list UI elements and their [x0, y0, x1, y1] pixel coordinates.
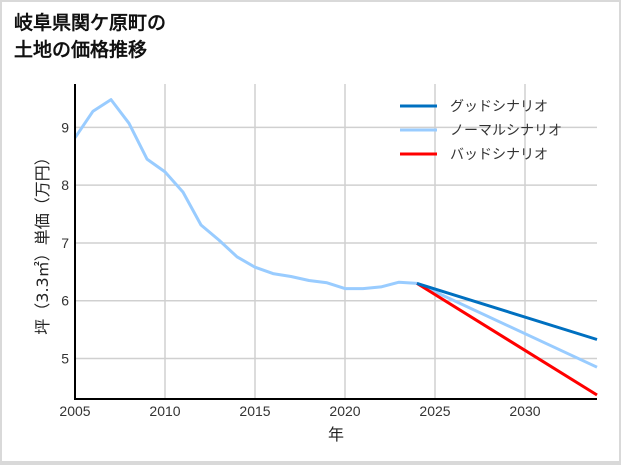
legend-item: ノーマルシナリオ	[400, 123, 562, 139]
x-tick-label: 2025	[419, 403, 450, 419]
y-tick-label: 8	[61, 177, 69, 193]
x-axis-label: 年	[328, 425, 344, 444]
x-tick-label: 2005	[59, 403, 90, 419]
legend-item: グッドシナリオ	[400, 99, 548, 115]
y-tick-label: 7	[61, 235, 69, 251]
series-line	[73, 98, 598, 369]
y-tick-label: 9	[61, 119, 69, 135]
title-line-2: 土地の価格推移	[14, 39, 148, 61]
chart-title: 岐阜県関ケ原町の 土地の価格推移	[14, 10, 166, 64]
series-lines	[73, 98, 598, 397]
legend-label: グッドシナリオ	[450, 99, 548, 115]
y-tick-label: 6	[61, 293, 69, 309]
y-tick-label: 5	[61, 351, 69, 367]
grid-lines	[74, 84, 597, 399]
x-tick-label: 2015	[239, 403, 270, 419]
legend-label: ノーマルシナリオ	[450, 123, 562, 139]
x-tick-label: 2010	[149, 403, 180, 419]
legend-label: バッドシナリオ	[450, 147, 548, 163]
tick-labels: 2005 2010 2015 2020 2025 2030 5 6 7 8 9	[59, 119, 540, 419]
y-axis-label: 坪（3.3㎡）単価（万円）	[33, 149, 52, 334]
title-line-1: 岐阜県関ケ原町の	[14, 12, 167, 34]
series-line	[416, 282, 598, 397]
series-line	[416, 281, 598, 341]
legend-item: バッドシナリオ	[400, 147, 548, 163]
x-tick-label: 2030	[509, 403, 540, 419]
axes	[74, 84, 597, 400]
x-tick-label: 2020	[329, 403, 360, 419]
